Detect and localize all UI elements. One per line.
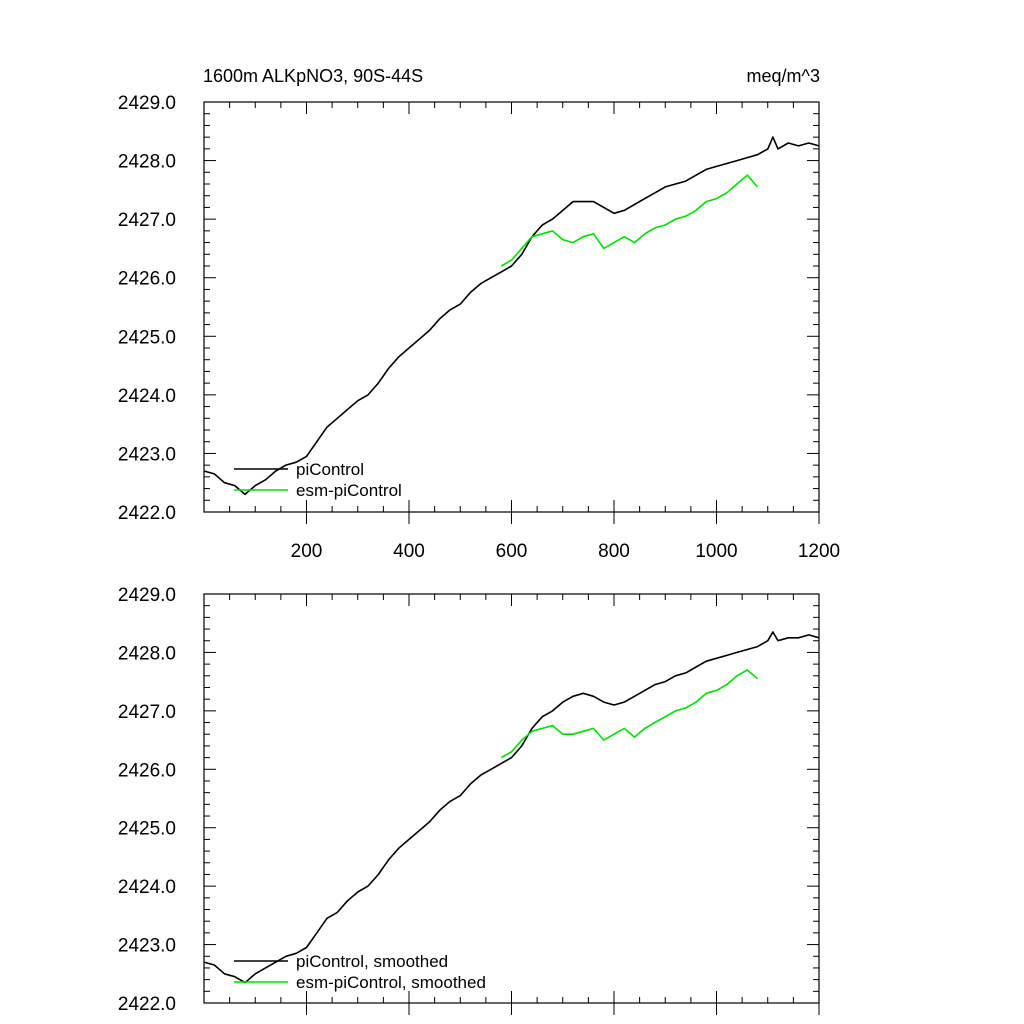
x-tick-label: 400 bbox=[393, 541, 425, 562]
series-line-picontrol bbox=[203, 136, 820, 496]
series-line-esm-picontrol-smoothed bbox=[500, 669, 759, 759]
y-tick-label: 2428.0 bbox=[118, 152, 176, 173]
legend-label-picontrol: piControl bbox=[296, 460, 364, 479]
plot-area-top: 2422.0 2423.0 2424.0 2425.0 2426.0 2427.0 2428… bbox=[118, 93, 840, 562]
y-tick-label: 2426.0 bbox=[118, 760, 176, 781]
y-tick-label: 2423.0 bbox=[118, 936, 176, 957]
plot-area-bottom: 2422.0 2423.0 2424.0 2425.0 2426.0 2427.0 2428… bbox=[118, 585, 820, 1015]
chart-panel-top: 1600m ALKpNO3, 90S-44S meq/m^3 2422.0242… bbox=[118, 66, 840, 562]
chart-units: meq/m^3 bbox=[747, 66, 820, 86]
legend-top: piControl esm-piControl bbox=[234, 460, 402, 500]
y-tick-label: 2422.0 bbox=[118, 503, 176, 524]
y-tick-label: 2429.0 bbox=[118, 585, 176, 606]
series-line-picontrol-smoothed bbox=[203, 631, 820, 984]
chart-title: 1600m ALKpNO3, 90S-44S bbox=[203, 66, 423, 86]
y-tick-label: 2422.0 bbox=[118, 994, 176, 1015]
x-tick-label: 1200 bbox=[798, 541, 840, 562]
legend-label-esm-picontrol-smoothed: esm-piControl, smoothed bbox=[296, 973, 486, 992]
series-line-esm-picontrol bbox=[500, 174, 759, 267]
y-tick-label: 2425.0 bbox=[118, 819, 176, 840]
y-tick-label: 2427.0 bbox=[118, 210, 176, 231]
x-tick-label: 800 bbox=[598, 541, 630, 562]
y-tick-label: 2426.0 bbox=[118, 269, 176, 290]
y-tick-label: 2429.0 bbox=[118, 93, 176, 114]
y-tick-label: 2425.0 bbox=[118, 327, 176, 348]
y-tick-label: 2427.0 bbox=[118, 702, 176, 723]
legend-label-esm-picontrol: esm-piControl bbox=[296, 481, 402, 500]
x-tick-label: 1000 bbox=[695, 541, 737, 562]
x-tick-label: 200 bbox=[291, 541, 323, 562]
legend-bottom: piControl, smoothed esm-piControl, smoot… bbox=[234, 952, 486, 992]
y-tick-label: 2428.0 bbox=[118, 643, 176, 664]
x-tick-label: 600 bbox=[496, 541, 528, 562]
y-tick-label: 2423.0 bbox=[118, 444, 176, 465]
y-tick-label: 2424.0 bbox=[118, 877, 176, 898]
legend-label-picontrol-smoothed: piControl, smoothed bbox=[296, 952, 448, 971]
chart-panel-bottom: 2422.0 2423.0 2424.0 2425.0 2426.0 2427.0 2428… bbox=[118, 585, 820, 1015]
y-tick-label: 2424.0 bbox=[118, 386, 176, 407]
